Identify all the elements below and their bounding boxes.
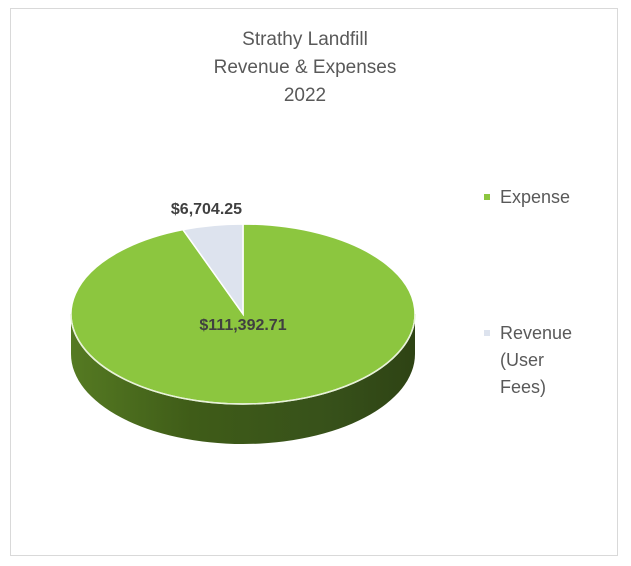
legend-item-expense: Expense [484,184,594,214]
legend-label-revenue-line-2: (User [500,350,544,370]
legend-label-revenue-line-1: Revenue [500,323,573,343]
pie-data-labels: $111,392.71 $6,704.25 [171,201,287,334]
legend-swatch-revenue [484,330,490,336]
chart-title-line-1: Strathy Landfill [242,29,368,50]
data-label-revenue: $6,704.25 [171,201,242,218]
legend-label-revenue: Revenue (User Fees) [500,320,580,401]
chart-title-line-2: Revenue & Expenses [213,57,397,78]
legend-label-revenue-line-3: Fees) [500,377,547,397]
legend-label-expense: Expense [500,184,580,211]
chart-title: Strathy Landfill Revenue & Expenses 2022 [140,26,470,110]
pie-rim [70,313,416,405]
legend-swatch-expense [484,194,490,200]
chart-title-line-3: 2022 [283,85,327,106]
pie-side-wall [71,314,415,444]
legend-label-expense-line-1: Expense [500,187,571,207]
pie-top-face [70,223,416,405]
legend-item-revenue: Revenue (User Fees) [484,320,594,404]
pie-slice-revenue [181,223,244,317]
pie-depth-side [71,314,415,444]
data-label-expense: $111,392.71 [199,317,286,334]
